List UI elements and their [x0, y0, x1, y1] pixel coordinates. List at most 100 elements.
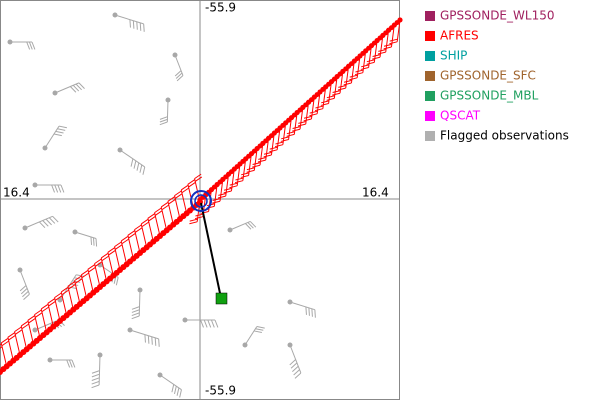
barb-feather [107, 247, 115, 253]
barb-feather [321, 100, 330, 104]
barb-feather [187, 179, 195, 185]
barb-feather [246, 169, 255, 173]
barb-staff [60, 291, 68, 316]
barb-feather [28, 318, 36, 324]
barb-staff [229, 220, 251, 231]
barb-feather [235, 177, 244, 181]
barb-feather [280, 139, 289, 142]
barb-staff [14, 331, 21, 356]
barb-staff [74, 280, 81, 305]
legend-label: GPSSONDE_WL150 [440, 9, 554, 23]
barb-feather [210, 319, 215, 328]
target-ring-inner [194, 194, 208, 208]
barb-feather [229, 182, 238, 186]
barb-feather [134, 227, 143, 233]
barb-feather [258, 156, 267, 160]
barb-feather [194, 216, 203, 220]
barb-feather [180, 185, 189, 191]
barb-feather [148, 216, 156, 222]
barb-feather [68, 284, 76, 290]
barb-staff [160, 206, 168, 231]
barb-feather [120, 236, 129, 242]
legend: GPSSONDE_WL150 AFRES SHIP GPSSONDE_SFC GPSSO… [425, 9, 569, 143]
barb-staff [120, 240, 128, 265]
barb-feather [147, 335, 150, 344]
barb-feather [131, 306, 140, 310]
barb-feather [14, 329, 23, 335]
barb-feather [160, 202, 169, 208]
barb-feather [263, 151, 272, 155]
barb-staff [154, 212, 161, 237]
barb-feather [320, 103, 329, 106]
barb-staff [87, 269, 94, 293]
legend-label: Flagged observations [440, 129, 569, 143]
wind-barbs [0, 12, 403, 398]
barb-feather [19, 285, 27, 292]
barb-feather [143, 23, 145, 32]
barb-feather [139, 164, 143, 173]
barb-feather [355, 69, 364, 73]
barb-feather [154, 207, 162, 214]
barb-feather [246, 167, 255, 171]
barb-feather [249, 221, 257, 228]
barb-staff [129, 329, 159, 340]
barb-feather [168, 199, 176, 205]
barb-feather [349, 74, 358, 78]
barb-feather [223, 187, 232, 191]
barb-staff [27, 320, 34, 344]
barb-feather [217, 195, 226, 199]
bottom-label: -55.9 [205, 384, 236, 398]
barb-feather [78, 82, 85, 89]
barb-feather [343, 82, 352, 86]
barb-feather [0, 343, 2, 346]
barb-staff [7, 337, 14, 361]
barb-staff [40, 308, 48, 333]
barb-feather [176, 75, 184, 82]
barb-feather [136, 21, 138, 30]
barb-feather [366, 59, 375, 63]
barb-feather [159, 116, 168, 120]
legend-swatch [425, 111, 435, 121]
barb-feather [292, 128, 301, 132]
top-label: -55.9 [205, 1, 236, 15]
barb-staff [167, 201, 174, 225]
barb-feather [181, 187, 189, 194]
barb-feather [247, 222, 254, 229]
barb-dot [42, 145, 48, 151]
barb-staff [138, 289, 141, 317]
barb-feather [115, 277, 119, 286]
barb-feather [389, 41, 398, 45]
barb-feather [41, 306, 49, 313]
barb-feather [55, 130, 64, 134]
barb-staff [47, 303, 54, 327]
barb-dot [182, 317, 188, 323]
barb-feather [91, 377, 100, 381]
barb-feather [27, 315, 35, 321]
barb-feather [76, 274, 85, 277]
barb-dot [242, 342, 248, 348]
barb-feather [286, 133, 295, 137]
barb-feather [292, 126, 301, 130]
barb-feather [229, 185, 238, 189]
barb-staff [289, 301, 315, 311]
barb-feather [34, 309, 42, 316]
barb-feather [108, 250, 116, 256]
barb-staff [54, 82, 80, 94]
barb-feather [223, 190, 232, 194]
barb-feather [289, 359, 296, 366]
barb-feather [309, 110, 318, 114]
barb-feather [91, 373, 100, 378]
barb-feather [131, 315, 140, 320]
barb-feather [42, 220, 49, 227]
barb-feather [194, 176, 203, 182]
barb-staff [134, 229, 141, 254]
barb-feather [52, 215, 59, 223]
barb-feather [212, 198, 221, 202]
barb-dot [127, 327, 133, 333]
legend-swatch [425, 51, 435, 61]
barb-feather [72, 84, 80, 92]
barb-feather [174, 190, 182, 197]
barb-feather [212, 200, 221, 204]
